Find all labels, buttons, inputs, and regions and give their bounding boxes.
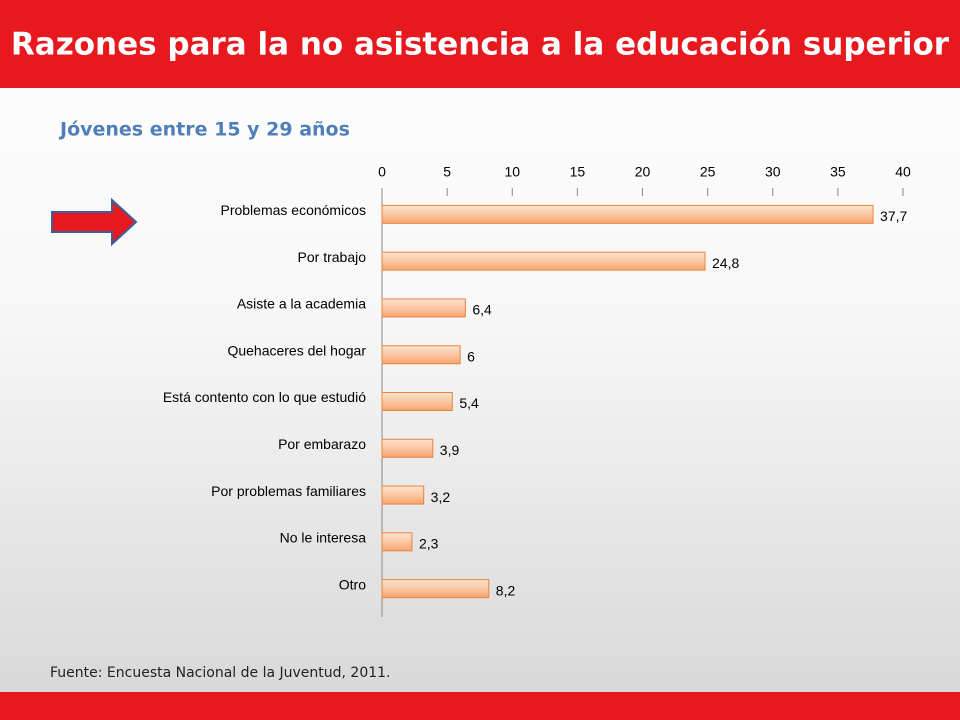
x-tick-label: 25 [700, 164, 716, 180]
bar [381, 345, 461, 365]
y-tick-label: No le interesa [280, 530, 367, 546]
x-tick-label: 30 [765, 164, 781, 180]
x-tick-label: 10 [504, 164, 520, 180]
y-tick-label: Por embarazo [278, 436, 366, 452]
subtitle: Jóvenes entre 15 y 29 años [58, 119, 350, 141]
arrow [51, 197, 138, 247]
bar [381, 251, 706, 271]
source: Fuente: Encuesta Nacional de la Juventud… [50, 665, 391, 681]
bar [381, 392, 453, 411]
y-tick-label: Quehaceres del hogar [227, 342, 366, 358]
x-tick-label: 5 [443, 164, 451, 180]
header-bar [0, 0, 960, 88]
value-label: 37,7 [880, 208, 907, 224]
y-tick-label: Problemas económicos [220, 202, 366, 218]
x-tick-label: 20 [635, 164, 651, 180]
bar [381, 532, 413, 552]
y-tick-label: Asiste a la academia [237, 296, 366, 312]
x-tick-label: 35 [830, 164, 846, 180]
y-tick-label: Otro [339, 576, 366, 592]
value-label: 6,4 [472, 302, 492, 318]
value-label: 24,8 [712, 255, 739, 271]
y-tick-label: Está contento con lo que estudió [163, 389, 366, 405]
y-tick-label: Por trabajo [298, 249, 367, 265]
title: Razones para la no asistencia a la educa… [11, 27, 950, 63]
x-tick-label: 15 [570, 164, 586, 180]
value-label: 3,9 [440, 442, 460, 458]
y-tick-label: Por problemas familiares [211, 483, 366, 499]
footer-bar [0, 692, 960, 720]
value-label: 8,2 [496, 582, 516, 598]
bar [381, 204, 874, 224]
value-label: 6 [467, 348, 475, 364]
bar [381, 438, 434, 458]
value-label: 2,3 [419, 536, 439, 552]
bar [381, 298, 466, 318]
value-label: 3,2 [431, 489, 451, 505]
x-tick-label: 0 [378, 164, 386, 180]
value-label: 5,4 [459, 395, 479, 411]
x-tick-label: 40 [895, 164, 911, 180]
plot: 0 5 10 15 20 25 30 35 40 Problemas económicos 37,7… [163, 164, 911, 617]
bar [381, 579, 490, 599]
bar [381, 485, 425, 505]
